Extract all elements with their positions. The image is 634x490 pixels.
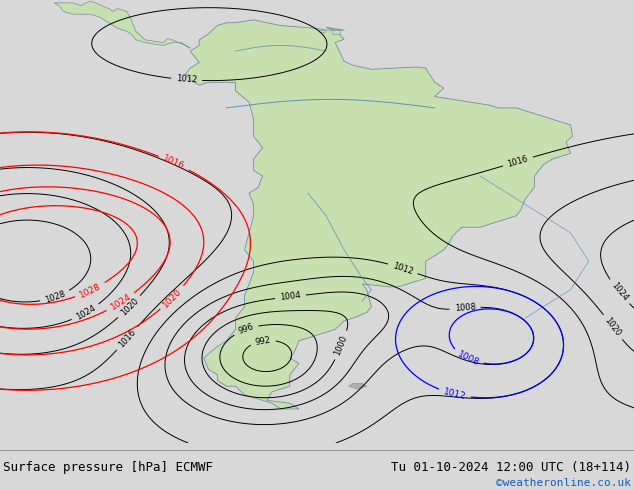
- Text: 1012: 1012: [392, 261, 414, 276]
- Text: 1008: 1008: [454, 303, 476, 314]
- Text: 1024: 1024: [74, 303, 97, 322]
- Text: 1028: 1028: [78, 281, 103, 299]
- Polygon shape: [349, 383, 367, 389]
- Text: 1012: 1012: [176, 74, 197, 85]
- Text: 1016: 1016: [162, 154, 186, 172]
- Text: 1020: 1020: [161, 287, 184, 309]
- Text: 1020: 1020: [119, 296, 140, 318]
- Text: 1024: 1024: [609, 281, 630, 303]
- Text: 1004: 1004: [280, 291, 301, 302]
- Text: 1020: 1020: [603, 316, 623, 338]
- Text: 1000: 1000: [333, 334, 349, 357]
- Polygon shape: [55, 1, 190, 49]
- Text: 992: 992: [254, 335, 271, 346]
- Text: ©weatheronline.co.uk: ©weatheronline.co.uk: [496, 478, 631, 488]
- Text: Tu 01-10-2024 12:00 UTC (18+114): Tu 01-10-2024 12:00 UTC (18+114): [391, 461, 631, 474]
- Text: 1012: 1012: [443, 387, 467, 401]
- Polygon shape: [332, 30, 340, 34]
- Text: 1028: 1028: [44, 289, 67, 305]
- Text: Surface pressure [hPa] ECMWF: Surface pressure [hPa] ECMWF: [3, 461, 213, 474]
- Text: 996: 996: [237, 322, 255, 336]
- Text: 1016: 1016: [117, 327, 138, 349]
- Polygon shape: [319, 30, 325, 32]
- Text: 1008: 1008: [456, 349, 481, 368]
- Polygon shape: [186, 20, 573, 409]
- Text: 1024: 1024: [108, 293, 133, 312]
- Text: 1016: 1016: [507, 154, 529, 169]
